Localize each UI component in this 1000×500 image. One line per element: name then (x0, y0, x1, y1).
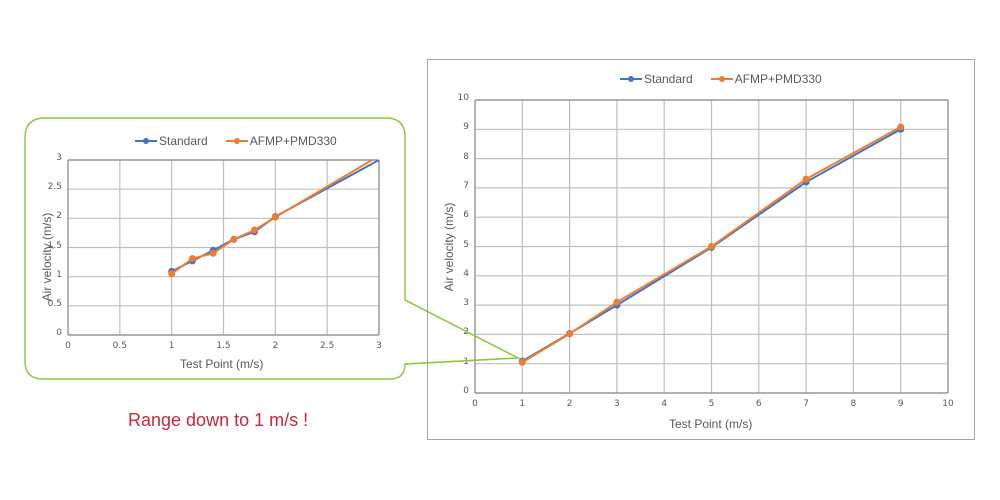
data-point (613, 298, 621, 306)
y-tick-label: 7 (463, 180, 469, 191)
x-tick-label: 1 (168, 341, 175, 351)
y-tick-label: 1 (463, 356, 469, 367)
x-tick-label: 0 (472, 399, 478, 409)
x-tick-label: 6 (755, 399, 762, 409)
x-tick-label: 0 (65, 341, 71, 351)
y-tick-label: 1.5 (47, 240, 62, 251)
legend-item-standard: Standard (135, 134, 208, 148)
standard-marker-icon (620, 76, 642, 82)
legend-label-afmp: AFMP+PMD330 (249, 134, 337, 148)
full-chart-legend: Standard AFMP+PMD330 (620, 72, 840, 86)
x-tick-label: 5 (708, 399, 715, 409)
data-point (708, 243, 715, 250)
y-tick-label: 2.5 (47, 182, 62, 193)
data-point (168, 270, 176, 278)
y-tick-label: 2 (56, 211, 62, 222)
series-line-afmp-pmd330 (521, 126, 902, 364)
y-tick-label: 3 (463, 298, 469, 309)
y-tick-label: 5 (463, 239, 469, 250)
callout-pointer-line (404, 299, 521, 365)
x-tick-label: 0.5 (112, 341, 127, 351)
full-chart-frame (427, 59, 975, 440)
y-tick-label: 1 (56, 269, 62, 280)
data-point (518, 358, 526, 366)
y-tick-label: 6 (463, 210, 469, 221)
data-point (802, 175, 810, 183)
legend-item-afmp: AFMP+PMD330 (225, 134, 337, 148)
x-tick-label: 1 (519, 399, 526, 409)
y-tick-label: 2 (463, 327, 469, 338)
x-tick-label: 7 (803, 399, 809, 409)
x-tick-label: 4 (661, 399, 668, 409)
y-tick-label: 0 (56, 328, 62, 338)
data-point (566, 330, 574, 338)
zoomed-chart-x-title: Test Point (m/s) (180, 357, 264, 371)
y-tick-label: 0 (463, 386, 469, 396)
y-tick-label: 3 (56, 153, 62, 163)
afmp-marker-icon (710, 76, 733, 82)
data-point (897, 123, 905, 131)
legend-item-standard: Standard (620, 72, 693, 86)
callout-text: Range down to 1 m/s ! (128, 410, 309, 430)
full-chart-x-title: Test Point (m/s) (669, 417, 753, 431)
y-tick-label: 8 (463, 151, 469, 162)
data-point (271, 213, 279, 221)
legend-item-afmp: AFMP+PMD330 (710, 72, 822, 86)
x-tick-label: 2 (272, 341, 279, 351)
y-tick-label: 4 (463, 268, 469, 279)
standard-marker-icon (135, 138, 157, 144)
legend-label-standard: Standard (644, 72, 693, 86)
x-tick-label: 2.5 (319, 341, 335, 351)
x-tick-label: 3 (614, 399, 620, 409)
x-tick-label: 3 (376, 341, 382, 351)
x-tick-label: 9 (897, 399, 904, 409)
afmp-marker-icon (225, 138, 248, 144)
data-point (251, 226, 259, 234)
y-tick-label: 10 (457, 93, 469, 103)
x-tick-label: 8 (850, 399, 857, 409)
legend-label-standard: Standard (159, 134, 208, 148)
y-tick-label: 9 (463, 122, 469, 133)
y-tick-label: 0.5 (47, 298, 62, 309)
x-tick-label: 1.5 (216, 341, 231, 351)
legend-label-afmp: AFMP+PMD330 (734, 72, 822, 86)
x-tick-label: 10 (942, 399, 954, 409)
callout-outline (24, 117, 521, 380)
zoomed-chart-legend: Standard AFMP+PMD330 (135, 134, 355, 148)
data-point (188, 255, 196, 263)
data-point (209, 249, 217, 257)
data-point (230, 235, 238, 243)
x-tick-label: 2 (566, 399, 573, 409)
